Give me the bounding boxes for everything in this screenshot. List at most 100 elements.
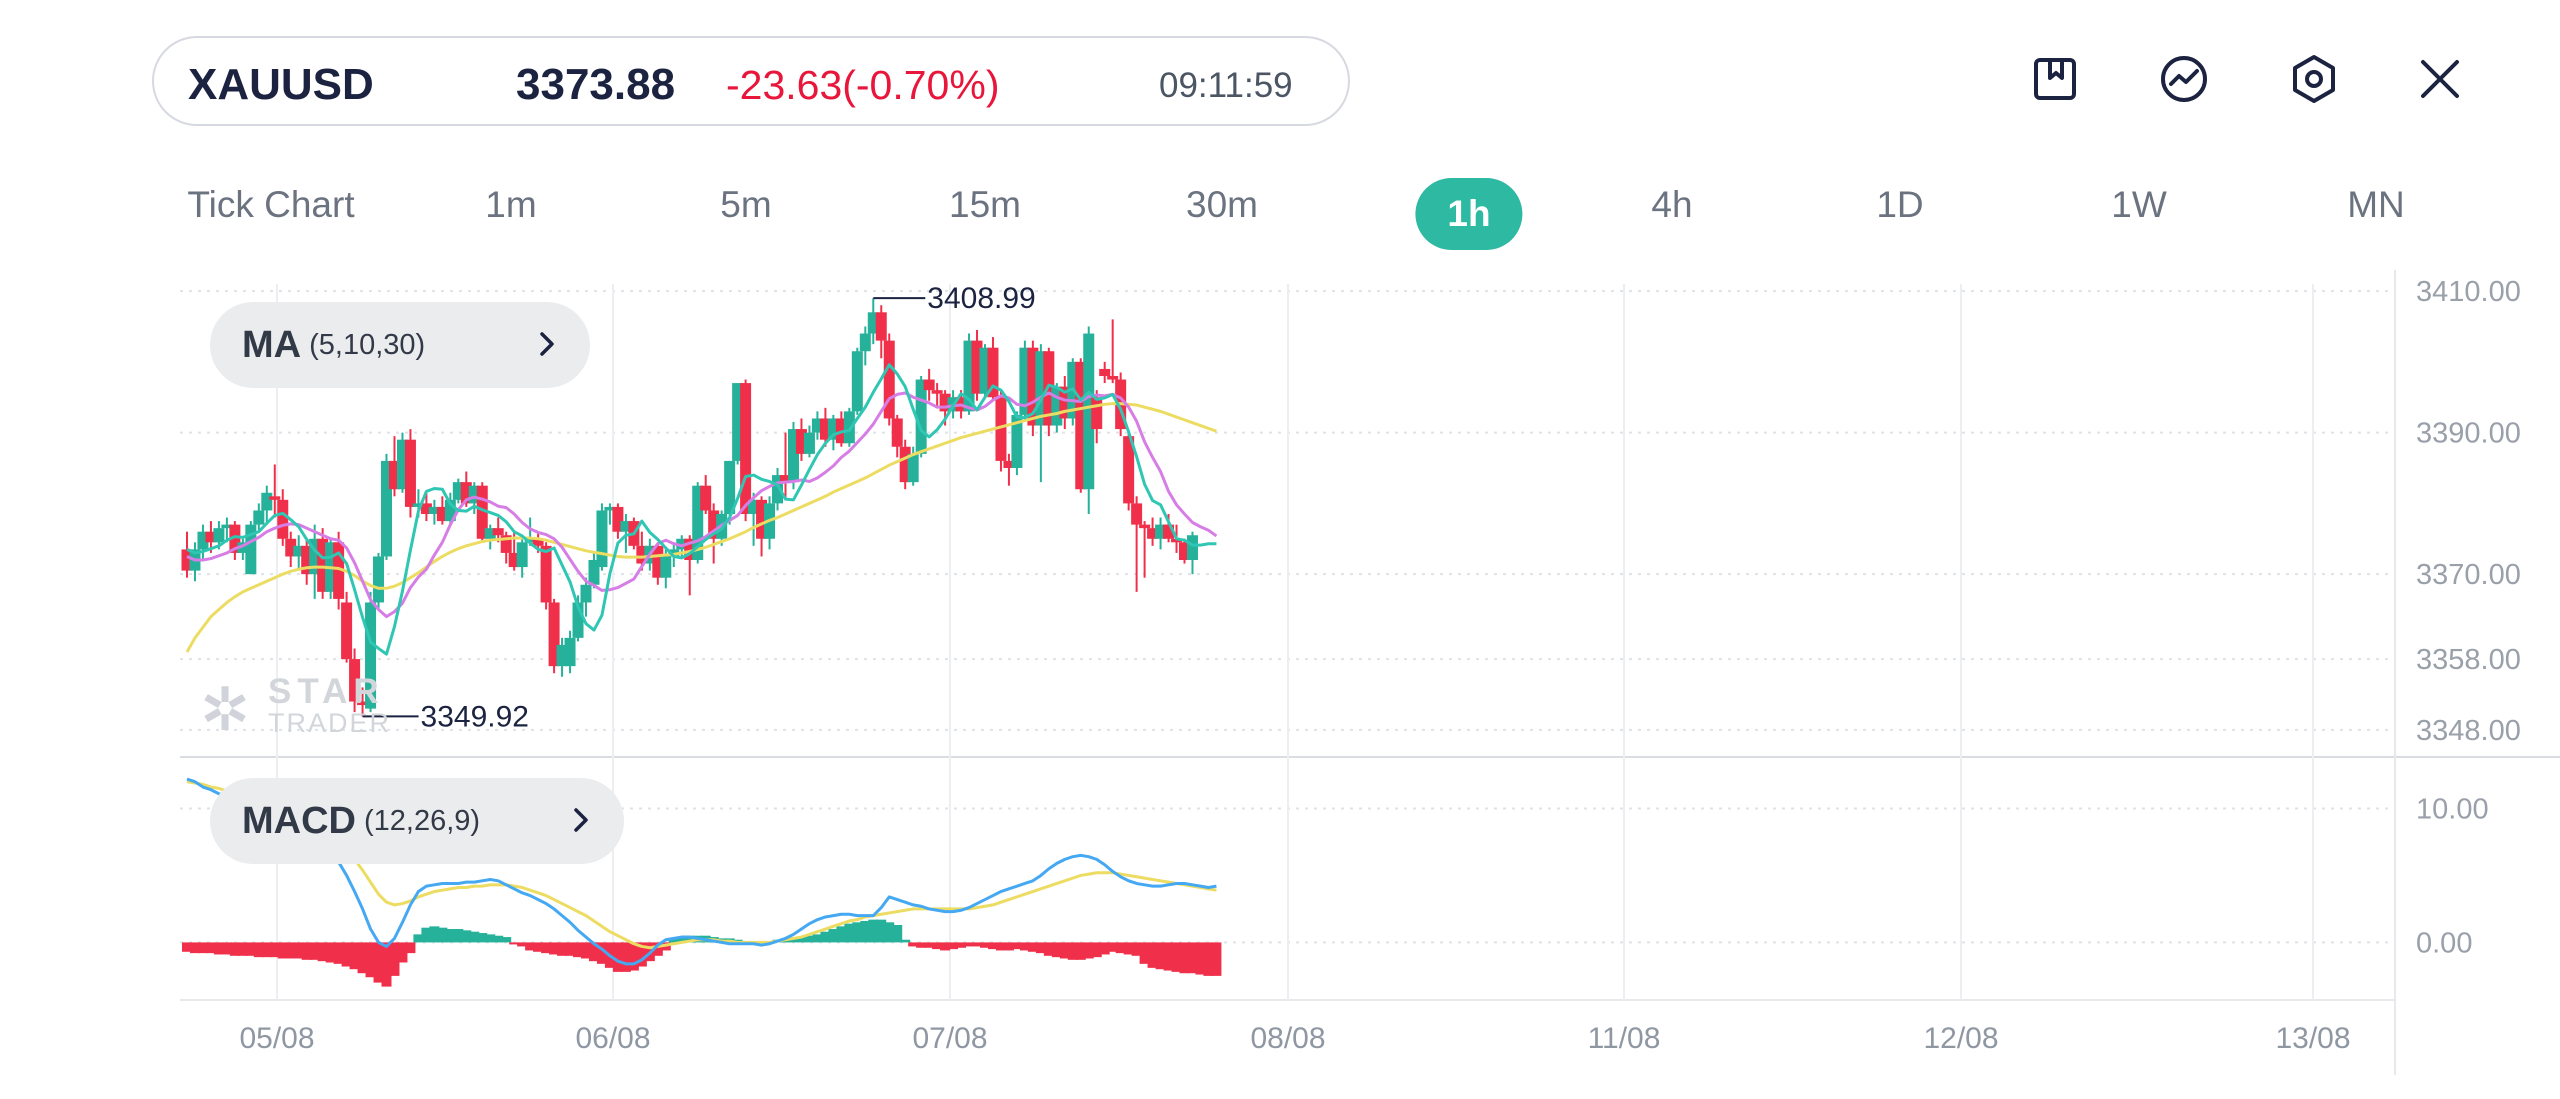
macd-indicator-chip[interactable]: MACD (12,26,9): [210, 778, 624, 864]
macd-histogram-bar: [245, 942, 256, 956]
candle-body: [1091, 397, 1103, 430]
settings-icon[interactable]: [2287, 52, 2341, 106]
tab-4h[interactable]: 4h: [1651, 184, 1693, 225]
candle-body: [349, 659, 361, 702]
candle-body: [859, 333, 871, 352]
macd-histogram-bar: [189, 942, 200, 954]
candle-body: [1075, 361, 1087, 490]
candle-body: [724, 460, 736, 514]
candle-body: [915, 379, 927, 454]
date-tick-label: 12/08: [1923, 1022, 1998, 1055]
macd-histogram-bar: [980, 942, 990, 948]
ma-indicator-params: (5,10,30): [309, 328, 426, 361]
date-tick-label: 05/08: [239, 1022, 314, 1055]
price-tick-label: 3410.00: [2416, 276, 2521, 308]
macd-histogram-bar: [213, 942, 224, 955]
candle-body: [891, 418, 903, 447]
candle-body: [548, 602, 560, 667]
macd-histogram-bar: [836, 926, 847, 943]
ma-indicator-name: MA: [242, 323, 302, 366]
candle-body: [1011, 414, 1023, 468]
candle-body: [1019, 347, 1031, 415]
candle-body: [827, 418, 839, 440]
low-price-label: 3349.92: [421, 700, 529, 733]
candle-body: [229, 524, 241, 553]
candle-body: [907, 453, 919, 483]
candle-body: [540, 545, 552, 603]
candle-body: [612, 506, 624, 532]
chevron-right-icon: [540, 332, 554, 356]
candle-body: [700, 485, 712, 511]
ticker-header[interactable]: XAUUSD 3373.88 -23.63(-0.70%) 09:11:59: [152, 36, 1350, 126]
candle-body: [748, 499, 760, 514]
macd-histogram-bar: [860, 920, 871, 943]
candle-body: [931, 390, 943, 394]
candle-body: [676, 538, 688, 550]
candle-body: [811, 418, 823, 433]
close-icon[interactable]: [2413, 52, 2467, 106]
macd-panel: [182, 777, 1222, 987]
macd-histogram-bar: [437, 927, 448, 943]
tab-15m[interactable]: 15m: [949, 184, 1021, 225]
macd-histogram-bar: [485, 934, 496, 943]
macd-histogram-bar: [333, 942, 344, 964]
tab-1w[interactable]: 1W: [2111, 184, 2167, 225]
macd-histogram-bar: [381, 942, 392, 987]
chevron-right-icon: [574, 808, 588, 832]
tab-mn[interactable]: MN: [2347, 184, 2405, 225]
macd-line: [186, 777, 1217, 966]
macd-histogram-bar: [293, 942, 304, 959]
candle-body: [1035, 351, 1047, 426]
watermark-line1: STAR: [268, 672, 385, 711]
macd-histogram-bar: [1051, 942, 1062, 958]
candle-body: [404, 439, 416, 507]
candle-body: [1099, 368, 1111, 376]
ma-indicator-chip[interactable]: MA (5,10,30): [210, 302, 590, 388]
macd-histogram-bar: [182, 942, 192, 952]
candle-body: [381, 460, 392, 557]
macd-histogram-bar: [429, 926, 440, 943]
candle-body: [564, 637, 576, 667]
tab-1h[interactable]: 1h: [1415, 178, 1523, 250]
candle-body: [516, 542, 528, 568]
date-tick-label: 13/08: [2275, 1022, 2350, 1055]
candle-body: [1186, 535, 1198, 560]
candle-body: [484, 528, 496, 539]
candle-body: [572, 602, 584, 638]
macd-histogram-bar: [253, 942, 264, 958]
macd-histogram-bar: [341, 942, 352, 967]
tab-1m[interactable]: 1m: [485, 184, 537, 225]
macd-histogram-bar: [932, 942, 943, 950]
tab-1d[interactable]: 1D: [1876, 184, 1924, 225]
macd-histogram-bar: [804, 935, 815, 943]
candle-body: [293, 545, 305, 557]
macd-histogram-bar: [1123, 942, 1134, 955]
macd-histogram-bar: [349, 942, 360, 970]
macd-histogram-bar: [277, 942, 288, 959]
candle-body: [317, 538, 329, 592]
bookmark-icon[interactable]: [2028, 52, 2082, 106]
macd-indicator-params: (12,26,9): [363, 804, 481, 837]
trend-indicator-icon[interactable]: [2157, 52, 2211, 106]
candle-body: [396, 439, 408, 490]
candle-body: [357, 701, 369, 706]
macd-histogram-bar: [477, 933, 488, 943]
macd-histogram-bar: [668, 938, 679, 943]
macd-tick-label: 0.00: [2416, 927, 2472, 959]
macd-histogram-bar: [205, 942, 216, 954]
candle-body: [412, 503, 424, 507]
macd-histogram-bar: [844, 923, 855, 943]
macd-histogram-bar: [1091, 942, 1102, 958]
candle-body: [1107, 376, 1119, 380]
price-annotations: 3408.99 3349.92: [362, 282, 1036, 733]
tab-5m[interactable]: 5m: [720, 184, 772, 225]
candle-body: [181, 549, 193, 571]
tab-30m[interactable]: 30m: [1186, 184, 1258, 225]
macd-histogram-bar: [493, 935, 504, 943]
candle-body: [492, 528, 504, 536]
macd-histogram-bar: [1139, 942, 1150, 964]
macd-histogram-bar: [221, 942, 232, 955]
tab-tick-chart[interactable]: Tick Chart: [187, 184, 355, 225]
candle-body: [532, 538, 544, 546]
